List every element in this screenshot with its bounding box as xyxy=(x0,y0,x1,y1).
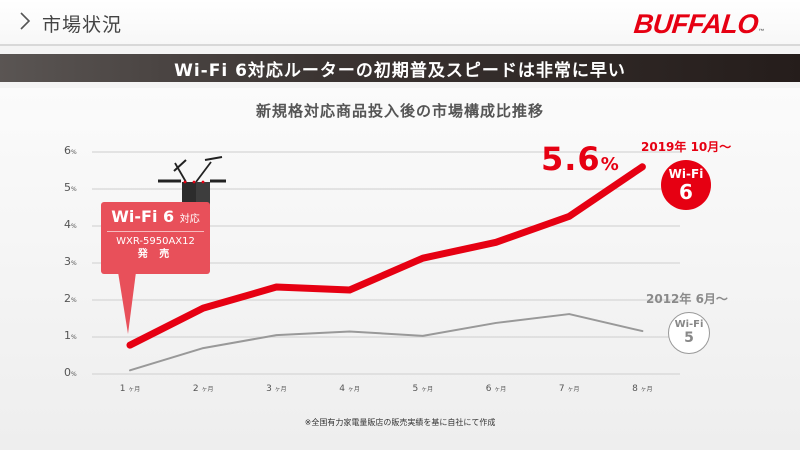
x-tick-label: 3 ヶ月 xyxy=(266,384,287,394)
launch-callout: Wi-Fi 6 対応 WXR-5950AX12 発 売 xyxy=(101,202,210,274)
x-tick-label: 5 ヶ月 xyxy=(412,384,434,394)
wifi5-series-line xyxy=(129,313,644,372)
peak-value-label: 5.6% xyxy=(541,140,620,178)
wifi6-badge: Wi-Fi 6 xyxy=(661,160,711,210)
breadcrumb: 市場状況 xyxy=(42,14,123,36)
x-tick-label: 1 ヶ月 xyxy=(119,384,141,394)
footnote: ※全国有力家電量販店の販売実績を基に自社にて作成 xyxy=(304,418,496,427)
series-lines xyxy=(126,163,646,372)
wifi5-badge: Wi-Fi 5 xyxy=(668,312,710,354)
y-tick-label: 1% xyxy=(64,329,77,342)
chevron-right-icon xyxy=(20,12,31,30)
y-tick-label: 2% xyxy=(64,292,77,305)
y-tick-label: 5% xyxy=(64,181,77,194)
x-tick-label: 8 ヶ月 xyxy=(632,384,653,394)
gridlines xyxy=(92,151,680,375)
callout-title: Wi-Fi 6 対応 xyxy=(107,208,204,232)
y-tick-label: 4% xyxy=(64,218,77,231)
x-tick-label: 6 ヶ月 xyxy=(485,384,507,394)
y-tick-label: 3% xyxy=(64,255,77,268)
callout-action: 発 売 xyxy=(137,249,174,260)
wifi5-start-date: 2012年 6月～ xyxy=(646,292,728,306)
wifi6-series-line xyxy=(126,163,646,349)
y-tick-label: 6% xyxy=(64,144,77,157)
x-tick-label: 7 ヶ月 xyxy=(558,384,580,394)
callout-pointer xyxy=(118,272,136,334)
chart-title: 新規格対応商品投入後の市場構成比推移 xyxy=(255,102,544,120)
wifi6-start-date: 2019年 10月～ xyxy=(641,140,732,154)
x-tick-label: 4 ヶ月 xyxy=(339,384,360,394)
header-bar: 市場状況 BUFFALO™ xyxy=(0,0,800,46)
y-tick-label: 0% xyxy=(64,366,77,379)
headline-banner: Wi-Fi 6対応ルーターの初期普及スピードは非常に早い xyxy=(0,54,800,82)
callout-model: WXR-5950AX12 xyxy=(116,236,195,247)
x-tick-label: 2 ヶ月 xyxy=(192,384,214,394)
